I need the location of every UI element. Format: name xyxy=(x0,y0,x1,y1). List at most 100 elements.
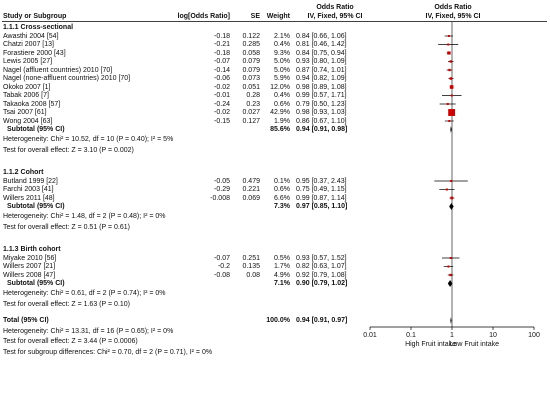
total-ci: 0.94 [0.91, 0.97] xyxy=(296,317,348,324)
overall-effect-text: Test for overall effect: Z = 3.10 (P = 0… xyxy=(3,146,134,154)
subtotal-weight: 85.6% xyxy=(270,126,290,133)
study-logor: -0.02 xyxy=(214,83,230,91)
study-marker xyxy=(447,43,450,46)
study-name: Miyake 2010 [56] xyxy=(3,254,57,262)
study-ci: 0.75 [0.49, 1.15] xyxy=(296,186,347,193)
study-ci: 0.82 [0.63, 1.07] xyxy=(296,263,347,270)
study-name: Wong 2004 [63] xyxy=(3,117,53,125)
study-weight: 9.3% xyxy=(274,49,290,57)
pooled-diamond xyxy=(450,317,452,324)
weight-header: Weight xyxy=(266,13,290,20)
study-se: 0.058 xyxy=(242,49,260,57)
study-logor: -0.07 xyxy=(214,254,230,262)
study-name: Willers 2007 [21] xyxy=(3,263,56,270)
study-ci: 0.98 [0.89, 1.08] xyxy=(296,83,347,91)
study-marker xyxy=(449,77,453,80)
study-weight: 0.1% xyxy=(274,177,290,185)
study-marker xyxy=(448,109,456,116)
study-logor: -0.2 xyxy=(217,263,230,270)
study-logor: -0.18 xyxy=(214,49,230,57)
study-name: Takaoka 2008 [57] xyxy=(3,100,61,108)
subgroup-differences-text: Test for subgroup differences: Chi² = 0.… xyxy=(3,348,213,356)
group-title: 1.1.3 Birth cohort xyxy=(3,246,61,253)
study-logor: -0.008 xyxy=(210,194,230,202)
x-tick-label: 1 xyxy=(450,332,454,339)
study-ci: 0.93 [0.57, 1.52] xyxy=(296,254,347,262)
study-marker xyxy=(449,273,452,277)
study-ci: 0.99 [0.57, 1.71] xyxy=(296,92,347,99)
study-weight: 2.1% xyxy=(274,32,290,40)
study-weight: 0.4% xyxy=(274,41,290,48)
study-weight: 42.9% xyxy=(270,109,290,116)
study-ci: 0.92 [0.79, 1.08] xyxy=(296,271,347,279)
study-marker xyxy=(449,85,454,89)
logor-header: log[Odds Ratio] xyxy=(177,13,231,20)
study-se: 0.135 xyxy=(242,263,260,270)
study-ci: 0.99 [0.87, 1.14] xyxy=(296,194,347,202)
study-logor: -0.08 xyxy=(214,271,230,279)
x-tick-label: 100 xyxy=(528,332,540,339)
total-effect-text: Test for overall effect: Z = 3.44 (P = 0… xyxy=(3,338,138,345)
study-se: 0.027 xyxy=(242,109,260,116)
subtotal-weight: 7.1% xyxy=(274,280,290,287)
study-weight: 12.0% xyxy=(270,83,290,91)
study-weight: 5.0% xyxy=(274,58,290,65)
study-name: Awasthi 2004 [54] xyxy=(3,32,59,40)
subtotal-ci: 0.90 [0.79, 1.02] xyxy=(296,280,348,287)
study-se: 0.051 xyxy=(242,83,260,91)
study-marker xyxy=(448,120,451,122)
pooled-diamond xyxy=(447,280,453,287)
study-se: 0.23 xyxy=(246,100,260,108)
study-se: 0.285 xyxy=(242,41,260,48)
study-ci: 0.98 [0.93, 1.03] xyxy=(296,109,347,116)
study-marker xyxy=(445,188,448,191)
study-logor: -0.02 xyxy=(214,109,230,116)
total-label: Total (95% CI) xyxy=(3,317,49,324)
study-marker xyxy=(447,265,450,268)
study-logor: -0.05 xyxy=(214,177,230,185)
study-name: Willers 2008 [47] xyxy=(3,271,56,279)
study-ci: 0.84 [0.75, 0.94] xyxy=(296,49,347,57)
x-tick-label: 0.1 xyxy=(406,332,416,339)
study-ci: 0.86 [0.67, 1.10] xyxy=(296,117,347,125)
heterogeneity-text: Heterogeneity: Chi² = 0.61, df = 2 (P = … xyxy=(3,290,166,297)
study-logor: -0.01 xyxy=(214,92,230,99)
study-ci: 0.84 [0.66, 1.06] xyxy=(296,32,347,40)
study-weight: 1.7% xyxy=(274,263,290,270)
study-se: 0.069 xyxy=(242,194,260,202)
study-name: Chatzi 2007 [13] xyxy=(3,41,54,48)
study-ci: 0.93 [0.80, 1.09] xyxy=(296,58,347,65)
study-name: Nagel (none-affluent countries) 2010 [70… xyxy=(3,75,131,82)
study-logor: -0.21 xyxy=(214,41,230,48)
subtotal-label: Subtotal (95% CI) xyxy=(7,126,65,133)
study-logor: -0.18 xyxy=(214,32,230,40)
study-ci: 0.81 [0.46, 1.42] xyxy=(296,41,347,48)
study-name: Tsai 2007 [61] xyxy=(3,109,47,116)
or-column-title: Odds Ratio xyxy=(316,4,354,11)
study-se: 0.079 xyxy=(242,58,260,65)
study-logor: -0.06 xyxy=(214,75,230,82)
study-weight: 5.9% xyxy=(274,75,290,82)
study-logor: -0.15 xyxy=(214,117,230,125)
right-direction-label: Low Fruit intake xyxy=(449,341,499,348)
study-name: Okoko 2007 [1] xyxy=(3,83,51,91)
study-weight: 6.6% xyxy=(274,194,290,202)
study-marker xyxy=(450,94,453,97)
pooled-diamond xyxy=(450,126,452,133)
study-marker xyxy=(447,51,451,55)
total-heterogeneity-text: Heterogeneity: Chi² = 13.31, df = 16 (P … xyxy=(3,327,174,335)
study-weight: 0.6% xyxy=(274,100,290,108)
study-ci: 0.87 [0.74, 1.01] xyxy=(296,66,347,74)
study-ci: 0.79 [0.50, 1.23] xyxy=(296,100,347,108)
group-title: 1.1.1 Cross-sectional xyxy=(3,24,74,31)
study-ci: 0.94 [0.82, 1.09] xyxy=(296,75,347,82)
study-weight: 1.9% xyxy=(274,117,290,125)
left-direction-label: High Fruit intake xyxy=(405,341,457,348)
study-se: 0.122 xyxy=(242,32,260,40)
study-weight: 4.9% xyxy=(274,271,290,279)
study-marker xyxy=(447,35,450,37)
study-logor: -0.24 xyxy=(214,100,230,108)
study-name: Butland 1999 [22] xyxy=(3,177,58,185)
study-se: 0.127 xyxy=(242,117,260,125)
